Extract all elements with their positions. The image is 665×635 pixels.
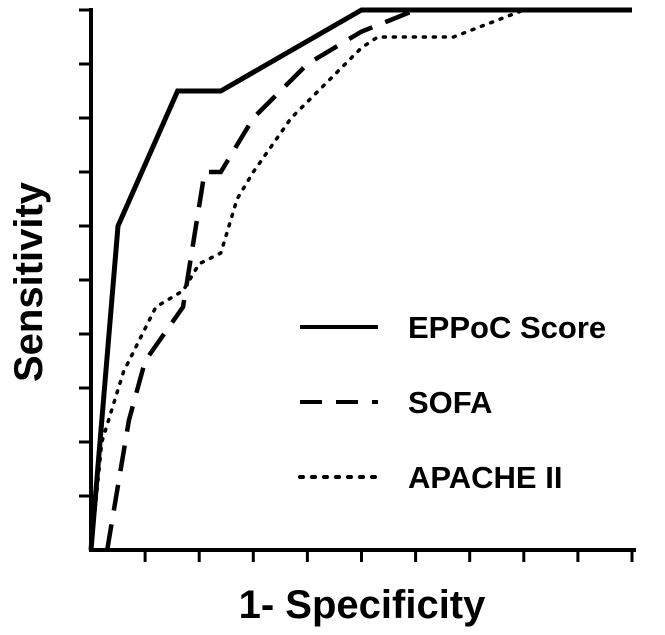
legend-label-eppoc: EPPoC Score <box>408 310 606 345</box>
legend-label-sofa: SOFA <box>408 385 492 420</box>
legend: EPPoC Score SOFA APACHE II <box>298 310 606 495</box>
legend-label-apache: APACHE II <box>408 460 562 495</box>
series-layer <box>88 7 634 552</box>
series-line-sofa <box>104 7 632 551</box>
y-axis-title: Sensitivity <box>7 181 51 382</box>
x-axis-title: 1- Specificity <box>239 583 487 627</box>
series-line-eppoc-score <box>88 7 632 551</box>
ticks <box>79 8 634 562</box>
